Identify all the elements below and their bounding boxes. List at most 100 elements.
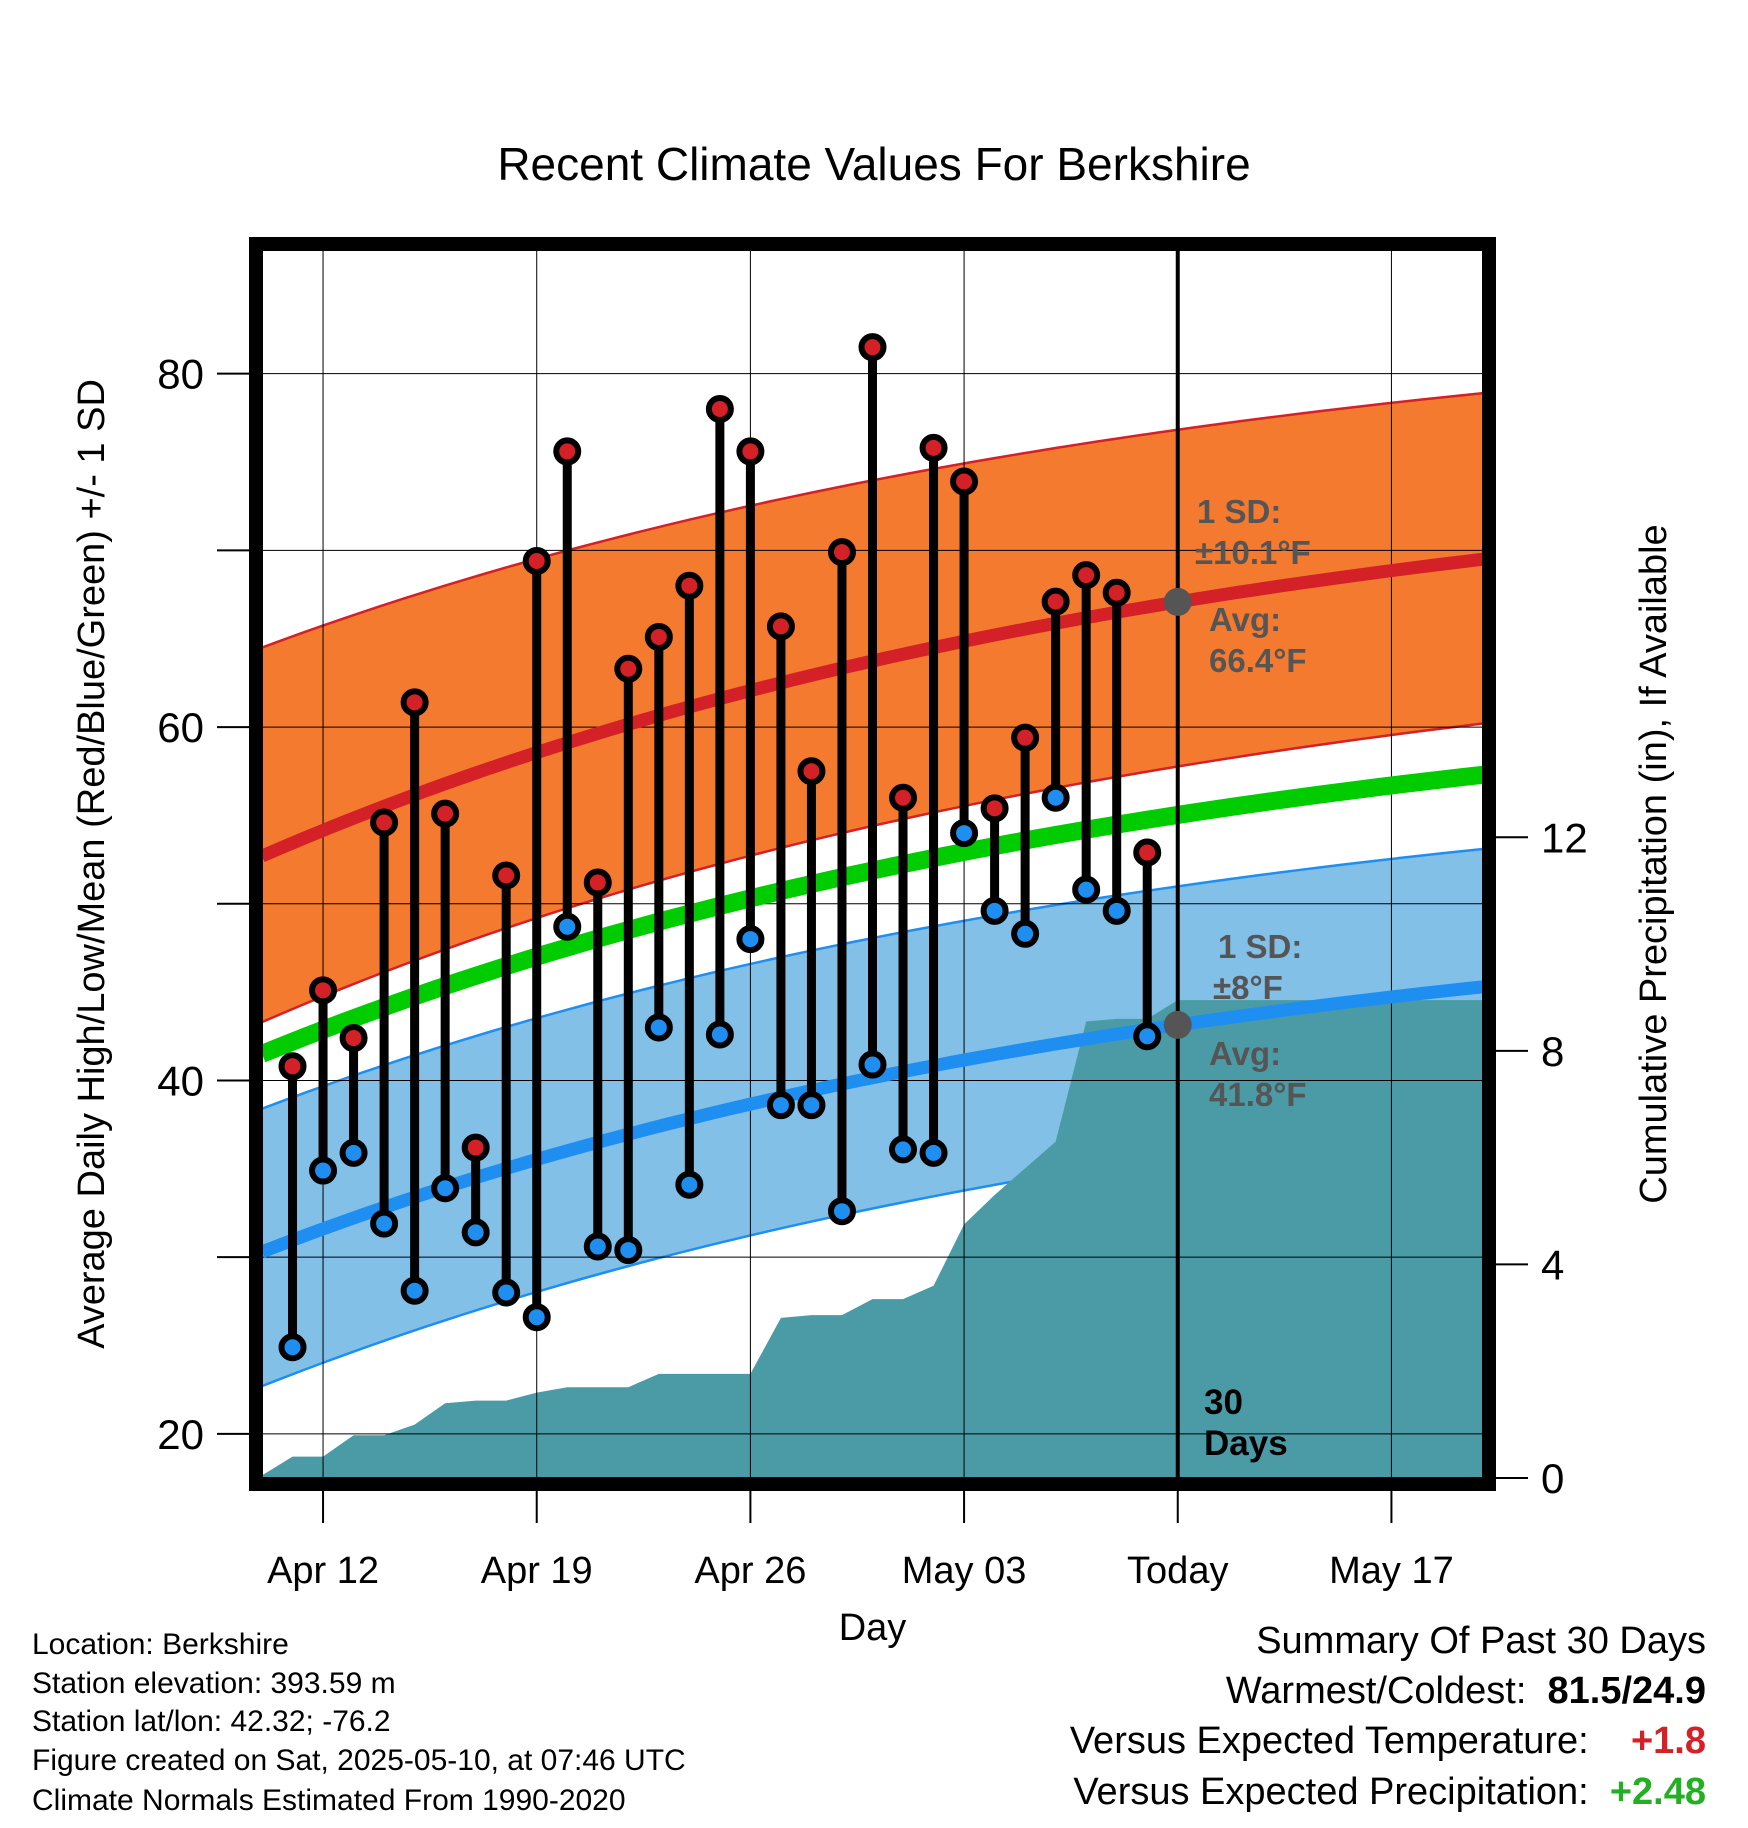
x-tick-label: Apr 19 xyxy=(481,1550,593,1592)
high-point xyxy=(705,395,734,424)
low-point xyxy=(431,1174,460,1203)
x-tick-label: Apr 26 xyxy=(694,1550,806,1592)
plot-frame xyxy=(249,237,1496,1491)
y-tick-label: 40 xyxy=(157,1057,204,1104)
low-point xyxy=(858,1050,887,1079)
high-point xyxy=(675,571,704,600)
high-point xyxy=(431,799,460,828)
today-days-label: 30 xyxy=(1204,1383,1243,1422)
high-point xyxy=(736,437,765,466)
high-avg-today-marker xyxy=(1163,587,1192,616)
y-axis-label: Average Daily High/Low/Mean (Red/Blue/Gr… xyxy=(71,379,113,1349)
y-right-tick-label: 0 xyxy=(1541,1455,1564,1502)
high-point xyxy=(827,538,856,567)
high-point xyxy=(1011,723,1040,752)
high-point xyxy=(766,612,795,641)
y-tick-label: 60 xyxy=(157,704,204,751)
low-point xyxy=(309,1156,338,1185)
high-point xyxy=(492,861,521,890)
precip-label: Versus Expected Precipitation: xyxy=(1073,1771,1589,1813)
y-right-tick-label: 12 xyxy=(1541,814,1588,861)
low-point xyxy=(339,1138,368,1167)
low-point xyxy=(370,1209,399,1238)
high-point xyxy=(553,437,582,466)
x-tick-label: Apr 12 xyxy=(267,1550,379,1592)
low-point xyxy=(827,1197,856,1226)
created-text: Figure created on Sat, 2025-05-10, at 07… xyxy=(32,1744,686,1777)
high-point xyxy=(400,688,429,717)
y-right-tick-label: 4 xyxy=(1541,1241,1564,1288)
warmest-value: 81.5/24.9 xyxy=(1547,1670,1706,1712)
low-point xyxy=(980,896,1009,925)
low-avg-value: 41.8°F xyxy=(1209,1076,1307,1113)
high-point xyxy=(339,1024,368,1053)
low-point xyxy=(705,1020,734,1049)
elevation-text: Station elevation: 393.59 m xyxy=(32,1667,396,1700)
high-point xyxy=(858,333,887,362)
high-avg-title: Avg: xyxy=(1209,601,1281,638)
low-point xyxy=(950,819,979,848)
high-point xyxy=(370,808,399,837)
high-point xyxy=(797,757,826,786)
low-point xyxy=(766,1091,795,1120)
temp-value: +1.8 xyxy=(1630,1720,1706,1762)
high-point xyxy=(1041,587,1070,616)
low-point xyxy=(1011,919,1040,948)
x-tick-label: Today xyxy=(1127,1550,1228,1592)
low-point xyxy=(1041,783,1070,812)
x-tick-label: May 03 xyxy=(902,1550,1027,1592)
high-point xyxy=(950,467,979,496)
summary-warmest: Warmest/Coldest: 81.5/24.9 xyxy=(1226,1670,1706,1713)
low-point xyxy=(522,1303,551,1332)
high-point xyxy=(278,1052,307,1081)
y-right-tick-label: 8 xyxy=(1541,1028,1564,1075)
high-point xyxy=(1102,578,1131,607)
warmest-label: Warmest/Coldest: xyxy=(1225,1670,1527,1712)
plot-area: 1 SD: ±10.1°F Avg: 66.4°F 1 SD: ±8°F Avg: 41.8°… xyxy=(71,237,1675,1649)
low-avg-title: Avg: xyxy=(1209,1035,1281,1072)
low-avg-today-marker xyxy=(1163,1010,1192,1039)
low-point xyxy=(736,925,765,954)
latlon-text: Station lat/lon: 42.32; -76.2 xyxy=(32,1705,391,1738)
summary-title: Summary Of Past 30 Days xyxy=(1256,1620,1706,1662)
high-point xyxy=(889,783,918,812)
high-point xyxy=(980,794,1009,823)
low-point xyxy=(1102,896,1131,925)
plot-content xyxy=(262,250,1483,1478)
high-point xyxy=(461,1133,490,1162)
low-point xyxy=(889,1135,918,1164)
high-point xyxy=(614,654,643,683)
low-point xyxy=(919,1138,948,1167)
normals-text: Climate Normals Estimated From 1990-2020 xyxy=(32,1784,626,1817)
x-axis-label: Day xyxy=(839,1607,907,1649)
summary-precipitation: Versus Expected Precipitation: +2.48 xyxy=(1073,1771,1706,1814)
low-point xyxy=(553,912,582,941)
low-sd-title: 1 SD: xyxy=(1218,928,1302,965)
y-right-axis-label: Cumulative Precipitation (in), If Availa… xyxy=(1633,524,1675,1203)
high-sd-value: ±10.1°F xyxy=(1195,534,1311,571)
low-point xyxy=(583,1232,612,1261)
low-sd-value: ±8°F xyxy=(1213,969,1283,1006)
x-tick-label: May 17 xyxy=(1329,1550,1454,1592)
y-tick-label: 80 xyxy=(157,351,204,398)
low-point xyxy=(797,1091,826,1120)
low-point xyxy=(461,1218,490,1247)
chart-title: Recent Climate Values For Berkshire xyxy=(497,138,1250,190)
high-point xyxy=(1133,838,1162,867)
high-point xyxy=(919,433,948,462)
today-days-label: Days xyxy=(1204,1424,1288,1463)
high-point xyxy=(522,546,551,575)
low-point xyxy=(1133,1022,1162,1051)
high-point xyxy=(583,868,612,897)
high-avg-value: 66.4°F xyxy=(1209,642,1307,679)
low-point xyxy=(400,1276,429,1305)
low-point xyxy=(1072,875,1101,904)
low-point xyxy=(492,1278,521,1307)
summary-temperature: Versus Expected Temperature: +1.8 xyxy=(1070,1720,1706,1763)
low-point xyxy=(614,1236,643,1265)
low-point xyxy=(675,1170,704,1199)
high-point xyxy=(644,622,673,651)
temp-label: Versus Expected Temperature: xyxy=(1069,1720,1589,1762)
location-text: Location: Berkshire xyxy=(32,1628,289,1661)
